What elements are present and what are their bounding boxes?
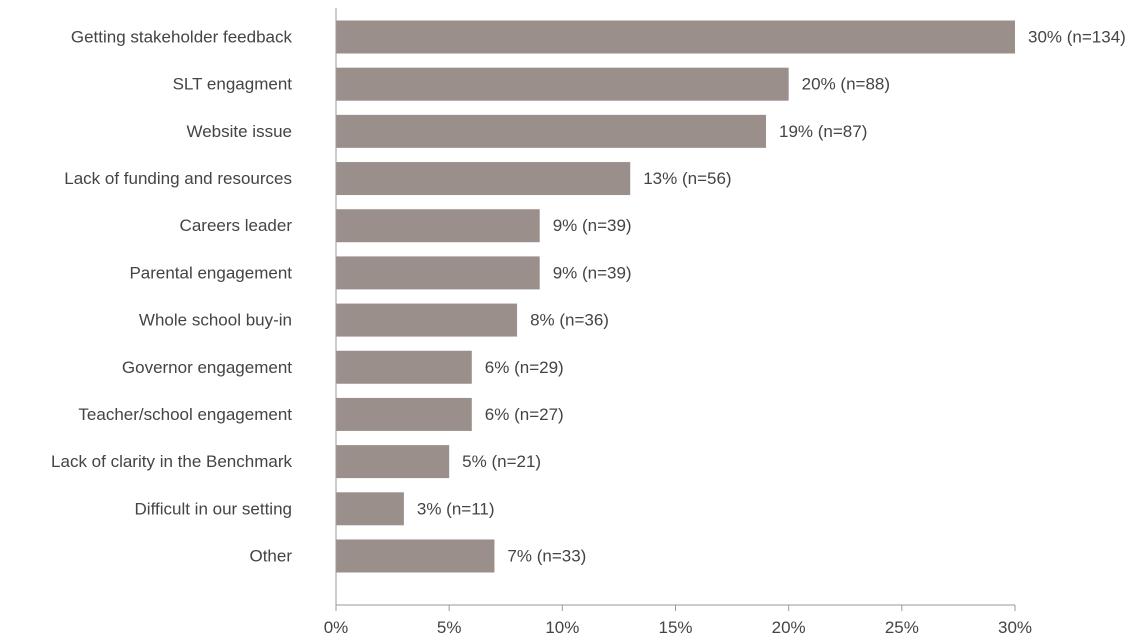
data-label: 3% (n=11) (417, 499, 495, 518)
data-label: 7% (n=33) (507, 546, 586, 565)
category-label: Website issue (186, 122, 292, 141)
data-label: 9% (n=39) (553, 263, 632, 282)
category-label: Difficult in our setting (135, 499, 292, 518)
data-label: 30% (n=134) (1028, 28, 1126, 47)
axis-layer: 0% 5% 10% 15% 20% 25% 30% (324, 8, 1032, 637)
bar (336, 539, 495, 573)
category-label: Whole school buy-in (139, 311, 292, 330)
data-label: 13% (n=56) (643, 169, 731, 188)
category-label: Governor engagement (122, 358, 292, 377)
bar (336, 256, 540, 290)
value-labels: 30% (n=134) 20% (n=88) 19% (n=87) 13% (n=56… (417, 28, 1126, 566)
data-label: 6% (n=29) (485, 358, 564, 377)
x-tick-label: 20% (772, 618, 806, 637)
x-tick-label: 25% (885, 618, 919, 637)
bar (336, 20, 1015, 54)
data-label: 9% (n=39) (553, 216, 632, 235)
bar (336, 492, 404, 526)
data-label: 20% (n=88) (802, 75, 890, 94)
x-tick-label: 10% (545, 618, 579, 637)
bar (336, 303, 518, 337)
data-label: 8% (n=36) (530, 311, 609, 330)
bar (336, 114, 767, 148)
category-labels: Getting stakeholder feedback SLT engagmen… (51, 28, 292, 566)
data-label: 5% (n=21) (462, 452, 541, 471)
x-tick-label: 15% (658, 618, 692, 637)
bar (336, 350, 472, 384)
bars-layer (336, 20, 1015, 573)
category-label: Lack of clarity in the Benchmark (51, 452, 292, 471)
x-tick-label: 30% (998, 618, 1032, 637)
bar (336, 397, 472, 431)
category-label: Lack of funding and resources (64, 169, 292, 188)
x-tick-label: 0% (324, 618, 349, 637)
bar (336, 162, 631, 196)
category-label: Parental engagement (129, 263, 292, 282)
x-tick-label: 5% (437, 618, 462, 637)
category-label: SLT engagment (173, 75, 293, 94)
category-label: Getting stakeholder feedback (71, 28, 293, 47)
bar (336, 67, 789, 101)
category-label: Teacher/school engagement (78, 405, 292, 424)
data-label: 19% (n=87) (779, 122, 867, 141)
category-label: Other (249, 546, 292, 565)
category-label: Careers leader (180, 216, 293, 235)
data-label: 6% (n=27) (485, 405, 564, 424)
bar (336, 445, 450, 479)
bar (336, 209, 540, 243)
